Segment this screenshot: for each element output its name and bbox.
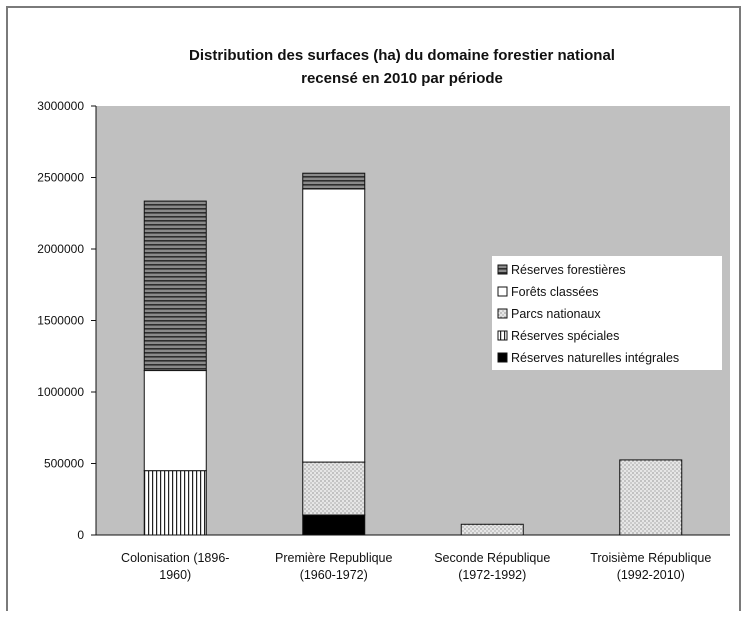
legend-label: Réserves forestières [511, 263, 626, 277]
x-category-label: Première Republique [275, 551, 392, 565]
x-category-label: (1960-1972) [300, 568, 368, 582]
y-tick-label: 3000000 [37, 99, 84, 113]
x-category-label: Seconde République [434, 551, 550, 565]
bar-segment [619, 459, 683, 536]
y-tick-label: 1500000 [37, 314, 84, 328]
legend-swatch [497, 330, 508, 341]
y-tick-label: 1000000 [37, 385, 84, 399]
bar-segment [302, 188, 366, 463]
bars [143, 172, 683, 536]
x-category-label: Troisième République [590, 551, 711, 565]
x-category-label: 1960) [159, 568, 191, 582]
bar-segment [302, 172, 366, 190]
bar-segment [302, 461, 366, 516]
y-tick-label: 0 [77, 528, 84, 542]
bar-segment [460, 523, 524, 536]
legend-label: Parcs nationaux [511, 307, 601, 321]
legend-label: Réserves spéciales [511, 329, 619, 343]
bar-segment [143, 370, 207, 472]
bar-segment [143, 200, 207, 372]
chart-title: Distribution des surfaces (ha) du domain… [189, 47, 615, 87]
legend-swatch [497, 352, 508, 363]
legend-swatch [497, 286, 508, 297]
legend: Réserves forestières Forêts classées Parcs… [492, 256, 722, 370]
x-category-label: Colonisation (1896- [121, 551, 229, 565]
legend-label: Réserves naturelles intégrales [511, 351, 679, 365]
bar-segment [143, 470, 207, 536]
chart-title-line: recensé en 2010 par période [301, 70, 503, 87]
y-tick-label: 2000000 [37, 242, 84, 256]
x-category-label: (1972-1992) [458, 568, 526, 582]
x-axis-labels: Colonisation (1896- 1960) Première Republi… [121, 551, 711, 582]
legend-label: Forêts classées [511, 285, 599, 299]
x-category-label: (1992-2010) [617, 568, 685, 582]
legend-swatch [497, 308, 508, 319]
y-tick-label: 500000 [44, 457, 84, 471]
chart-title-line: Distribution des surfaces (ha) du domain… [189, 47, 615, 64]
legend-box [492, 256, 722, 370]
bar-segment [302, 514, 366, 536]
y-tick-label: 2500000 [37, 171, 84, 185]
legend-swatch [497, 264, 508, 275]
y-axis: 0 500000 1000000 1500000 2000000 2500000 30000… [37, 99, 730, 542]
